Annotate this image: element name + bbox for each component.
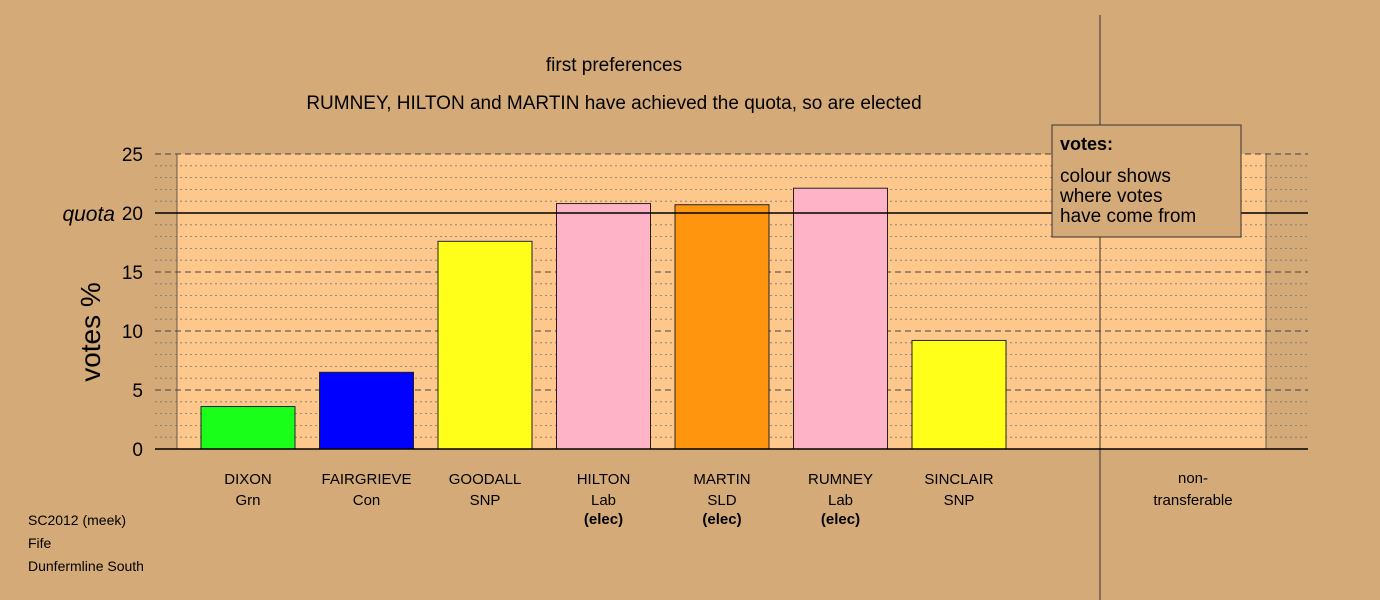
candidate-name: HILTON bbox=[577, 471, 631, 488]
bar-goodall bbox=[437, 240, 533, 450]
candidate-name: GOODALL bbox=[449, 471, 522, 488]
candidate-labels: DIXON Grn FAIRGRIEVE Con GOODALL SNP HILTON Lab… bbox=[224, 471, 994, 528]
legend-line-2: where votes bbox=[1059, 186, 1162, 207]
bar-rumney bbox=[793, 187, 888, 450]
elected-marker: (elec) bbox=[584, 511, 623, 528]
nontransferable-label-line2: transferable bbox=[1153, 492, 1232, 509]
legend-title: votes: bbox=[1060, 134, 1113, 154]
candidate-party: Grn bbox=[235, 492, 260, 509]
candidate-party: Con bbox=[353, 492, 381, 509]
bar-fairgrieve bbox=[319, 371, 414, 450]
footer-ward: Dunfermline South bbox=[28, 558, 144, 574]
chart-subtitle: RUMNEY, HILTON and MARTIN have achieved … bbox=[306, 93, 921, 114]
y-tick-label: 15 bbox=[122, 263, 143, 284]
y-tick-label: 10 bbox=[122, 322, 143, 343]
bar-dixon bbox=[200, 406, 296, 450]
y-axis-label: votes % bbox=[75, 282, 106, 382]
legend-box: votes: colour shows where votes have com… bbox=[1051, 124, 1242, 238]
chart-title: first preferences bbox=[546, 55, 682, 76]
candidate-party: SNP bbox=[470, 492, 501, 509]
nontransferable-label-line1: non- bbox=[1178, 470, 1208, 487]
y-tick-label: 25 bbox=[122, 145, 143, 166]
y-tick-labels: 0 5 10 15 20 25 bbox=[122, 145, 143, 461]
bar-martin bbox=[674, 204, 770, 450]
bars bbox=[200, 187, 1007, 450]
candidate-party: Lab bbox=[591, 492, 616, 509]
bar-sinclair bbox=[911, 339, 1007, 450]
legend-line-3: have come from bbox=[1060, 206, 1196, 227]
candidate-name: FAIRGRIEVE bbox=[321, 471, 411, 488]
candidate-name: RUMNEY bbox=[808, 471, 873, 488]
legend-line-1: colour shows bbox=[1060, 166, 1171, 187]
candidate-party: SLD bbox=[707, 492, 736, 509]
candidate-party: Lab bbox=[828, 492, 853, 509]
y-tick-label: 0 bbox=[132, 440, 143, 461]
footer-election: SC2012 (meek) bbox=[28, 512, 126, 528]
footer-council: Fife bbox=[28, 535, 52, 551]
bar-hilton bbox=[556, 203, 651, 450]
y-tick-label: 5 bbox=[132, 381, 143, 402]
candidate-name: DIXON bbox=[224, 471, 272, 488]
candidate-name: SINCLAIR bbox=[924, 471, 993, 488]
candidate-name: MARTIN bbox=[693, 471, 750, 488]
y-tick-label: 20 bbox=[122, 204, 143, 225]
quota-label: quota bbox=[62, 203, 115, 226]
elected-marker: (elec) bbox=[702, 511, 741, 528]
candidate-party: SNP bbox=[944, 492, 975, 509]
elected-marker: (elec) bbox=[821, 511, 860, 528]
